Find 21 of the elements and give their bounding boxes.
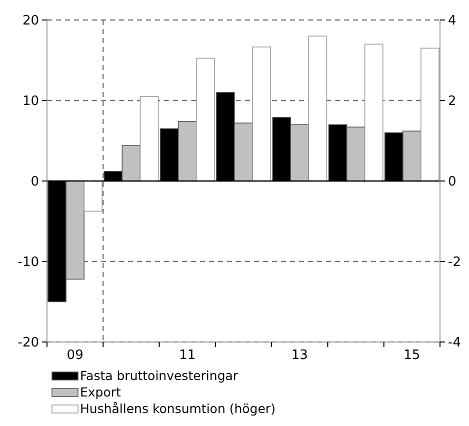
x-tick-label: 13	[291, 348, 308, 363]
bar	[84, 180, 103, 212]
bar	[364, 44, 384, 182]
bar	[252, 46, 271, 182]
legend-label: Hushållens konsumtion (höger)	[80, 401, 276, 416]
y2-tick-label: -2	[448, 255, 461, 270]
x-tick-label: 09	[66, 348, 84, 363]
legend-label: Export	[80, 384, 122, 400]
y2-tick-label: 4	[448, 14, 456, 29]
y-tick-label: 10	[22, 94, 39, 110]
x-tick-label: 11	[179, 348, 196, 363]
y2-tick-label: -4	[448, 336, 461, 351]
y2-tick-label: 2	[448, 94, 456, 110]
y-tick-label: -10	[18, 255, 39, 270]
x-tick-label: 15	[404, 348, 420, 363]
y2-tick-label: 0	[448, 174, 456, 190]
bar	[308, 36, 328, 182]
legend-label: Fasta bruttoinvesteringar	[80, 368, 239, 383]
y-tick-label: 0	[30, 174, 39, 190]
y-tick-label: -20	[18, 336, 39, 351]
y-tick-label: 20	[22, 14, 39, 29]
